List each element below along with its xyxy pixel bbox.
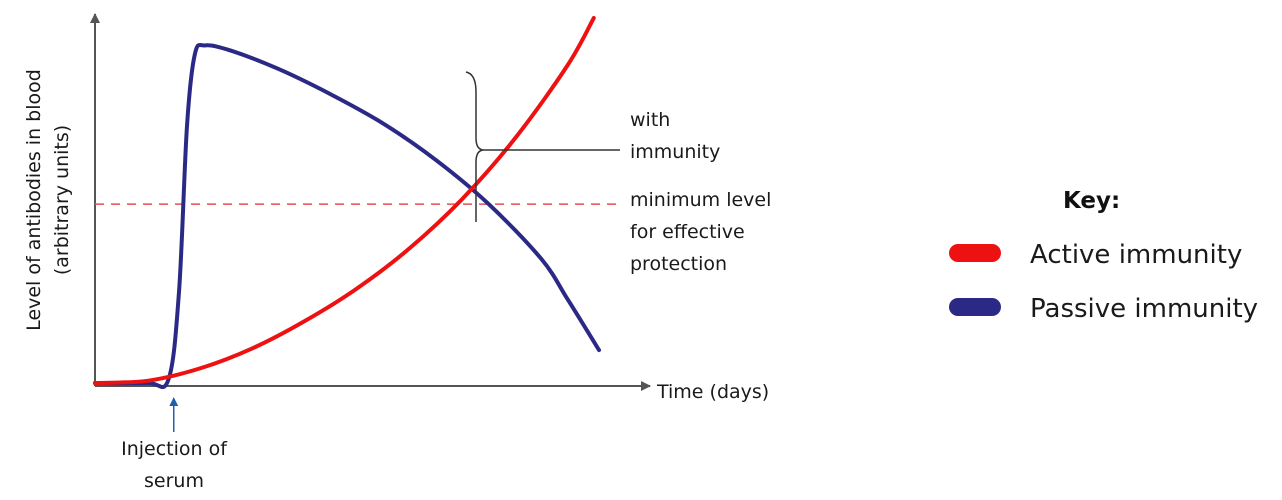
legend: Key: Active immunity Passive immunity xyxy=(949,188,1258,324)
threshold-label-line-2: for effective xyxy=(630,221,745,243)
threshold-label-line-3: protection xyxy=(630,253,727,275)
injection-label-line-1: Injection of xyxy=(121,438,228,460)
x-axis-label: Time (days) xyxy=(656,381,769,403)
active-immunity-line xyxy=(93,16,596,385)
with-immunity-label-line-2: immunity xyxy=(630,141,720,163)
with-immunity-label-line-1: with xyxy=(630,109,670,131)
legend-label-passive: Passive immunity xyxy=(1030,294,1258,324)
legend-title: Key: xyxy=(1063,188,1120,214)
y-axis-label-line-2: (arbitrary units) xyxy=(51,125,73,275)
passive-immunity-line xyxy=(93,42,601,390)
legend-label-active: Active immunity xyxy=(1030,240,1242,270)
y-axis-label: Level of antibodies in blood (arbitrary … xyxy=(23,69,73,331)
injection-label-line-2: serum xyxy=(144,470,204,492)
y-axis-label-line-1: Level of antibodies in blood xyxy=(23,69,45,331)
immunity-bracket xyxy=(465,71,485,222)
threshold-label-line-1: minimum level xyxy=(630,189,771,211)
